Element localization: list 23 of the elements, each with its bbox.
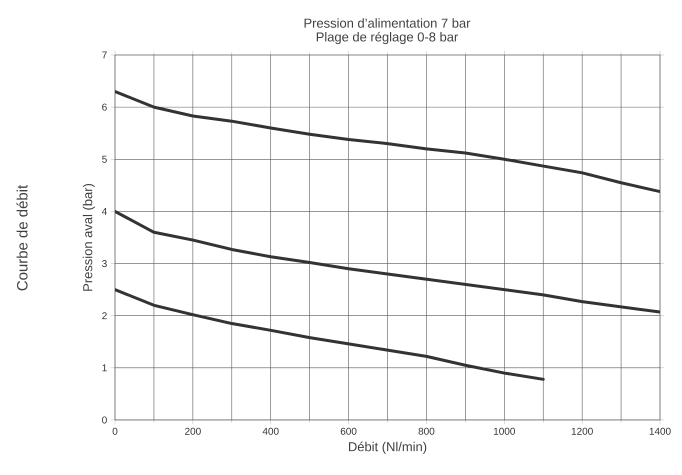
y-tick-label: 6 [102, 104, 107, 111]
y-tick-label: 3 [102, 260, 107, 268]
x-tick-label: 800 [418, 428, 434, 435]
y-tick-label: 0 [102, 416, 107, 424]
x-tick-label: 1000 [494, 428, 515, 435]
x-tick-label: 1200 [572, 428, 593, 435]
chart-subtitle: Plage de réglage 0-8 bar [316, 32, 458, 44]
chart-title: Pression d’alimentation 7 bar [304, 18, 470, 28]
x-tick-label: 1400 [650, 428, 671, 435]
line-series [115, 90, 660, 194]
x-tick-label: 600 [340, 428, 357, 435]
y-axis-title: Pression aval (bar) [82, 184, 95, 291]
y-tick-label: 4 [102, 208, 107, 215]
x-tick-label: 0 [112, 428, 118, 435]
text: Courbe de débit [16, 184, 28, 290]
y-tick-label: 2 [102, 312, 107, 320]
y-tick-label: 1 [102, 364, 107, 372]
x-tick-label: 200 [185, 428, 201, 435]
y-tick-label: 7 [102, 52, 107, 58]
y-tick-label: 5 [102, 156, 107, 163]
line-series [115, 288, 545, 381]
x-axis-title: Débit (Nl/min) [348, 442, 426, 454]
x-tick-label: 400 [262, 428, 279, 435]
